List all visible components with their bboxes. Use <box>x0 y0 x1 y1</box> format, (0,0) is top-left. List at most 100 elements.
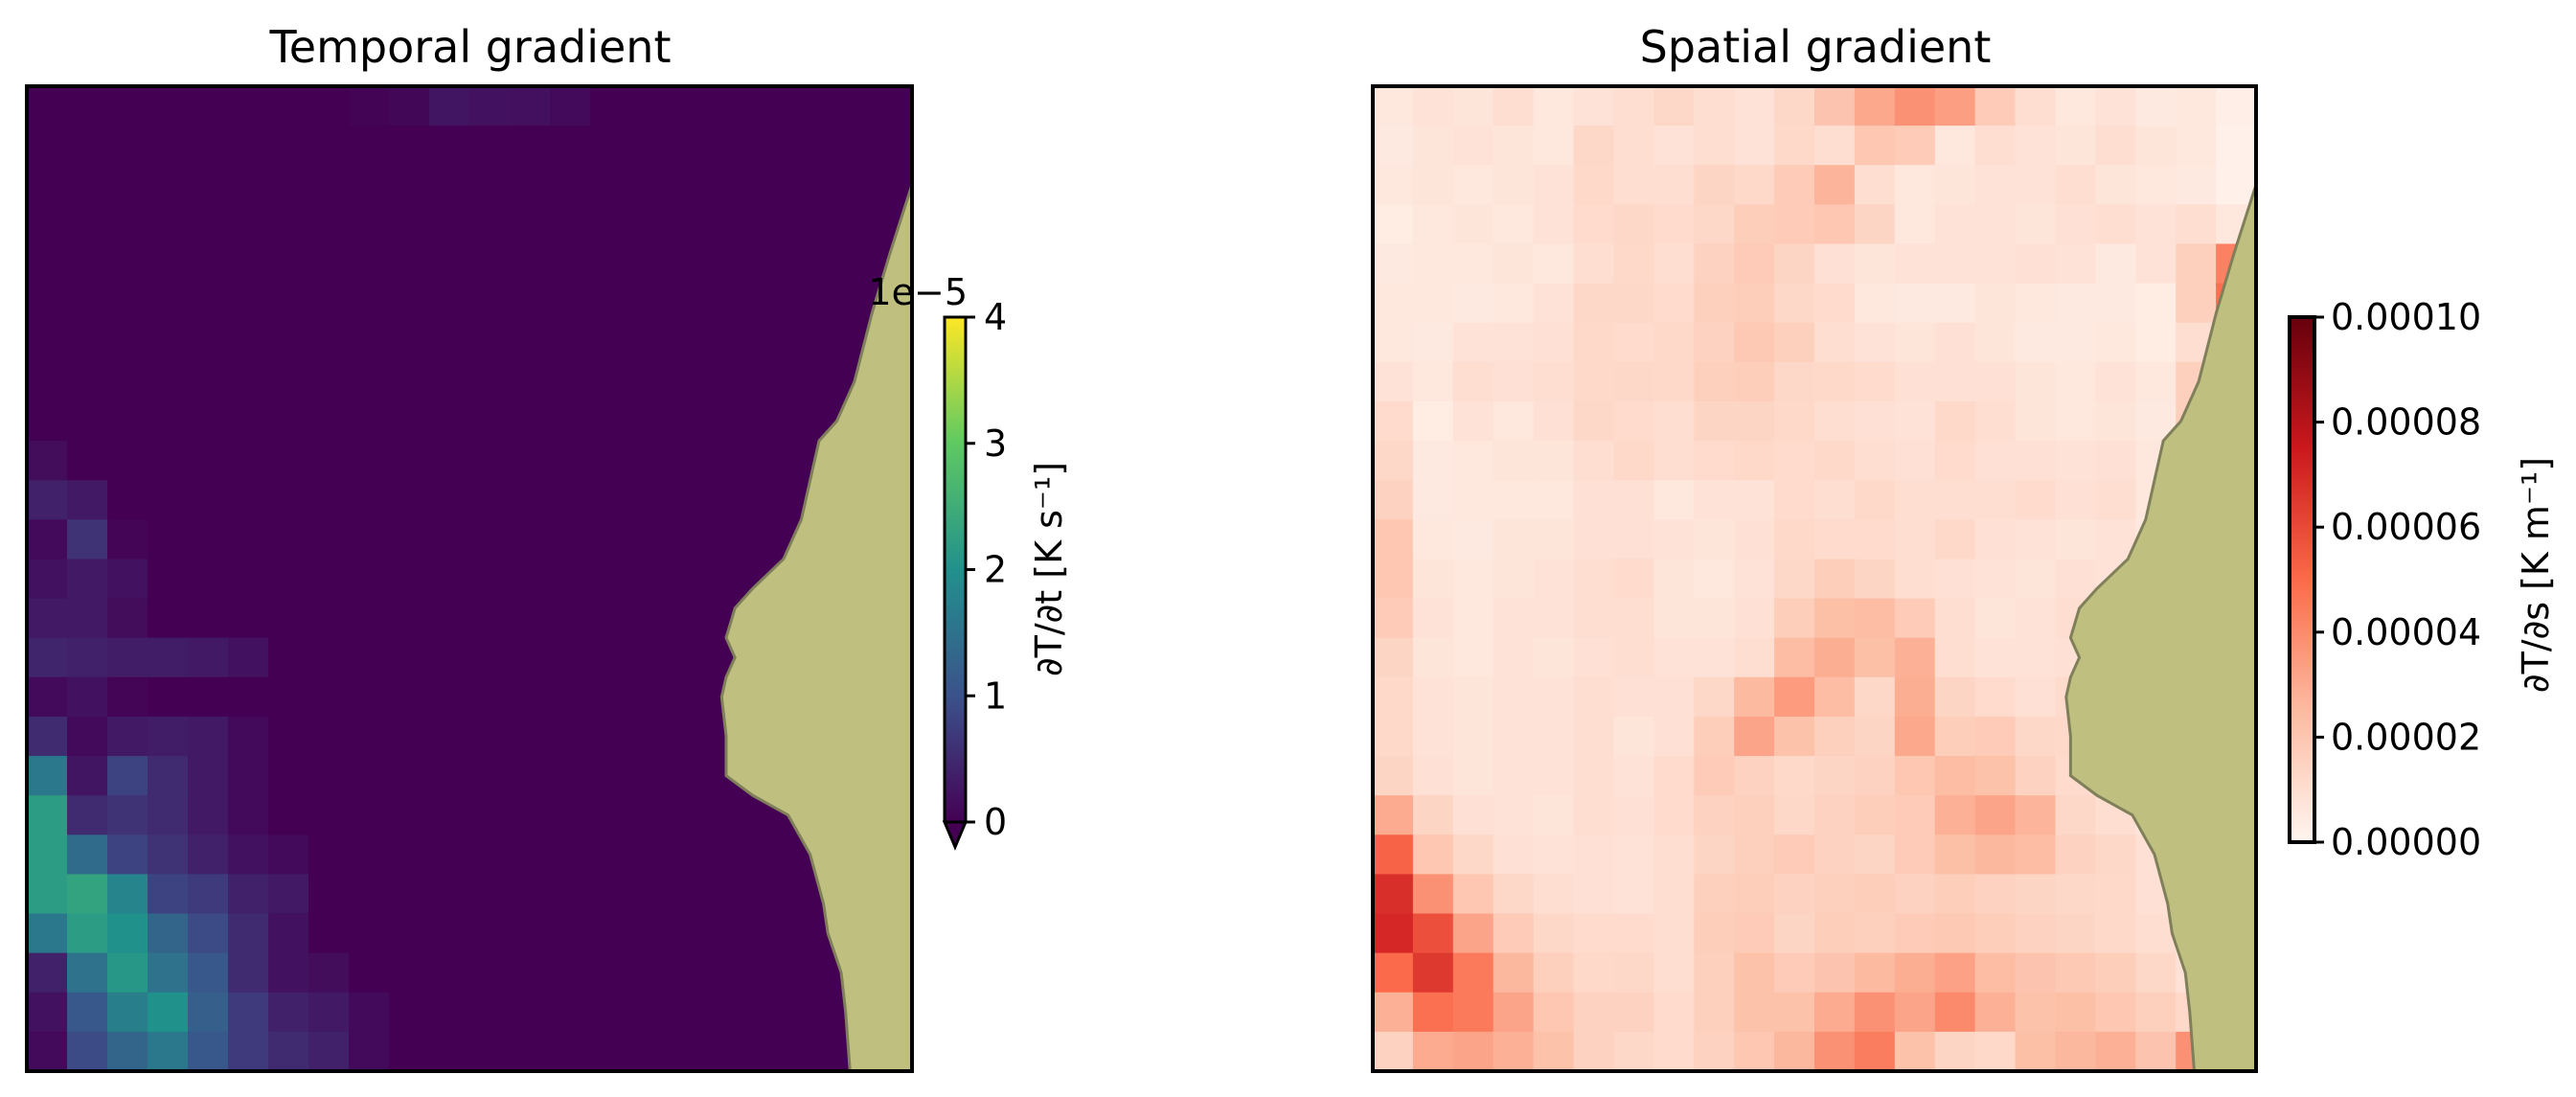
temporal-cell <box>228 795 269 835</box>
temporal-cell <box>711 165 752 205</box>
spatial-cell <box>1694 834 1735 875</box>
temporal-colorbar-tick-label: 0 <box>984 801 1007 843</box>
temporal-cell <box>630 952 672 994</box>
temporal-cell <box>148 952 189 994</box>
temporal-cell <box>308 1031 350 1072</box>
spatial-cell <box>1412 519 1454 560</box>
spatial-cell <box>1974 992 2017 1033</box>
temporal-cell <box>510 559 551 600</box>
temporal-cell <box>630 874 672 915</box>
temporal-cell <box>711 126 752 166</box>
spatial-cell <box>1934 126 1976 166</box>
spatial-cell <box>1734 283 1775 324</box>
spatial-cell <box>1734 519 1775 560</box>
spatial-cell <box>1493 992 1535 1033</box>
temporal-cell <box>751 480 792 520</box>
spatial-cell <box>1533 243 1575 285</box>
temporal-cell <box>349 1031 390 1072</box>
temporal-cell <box>308 204 350 245</box>
temporal-cell <box>228 361 269 402</box>
temporal-cell <box>67 874 108 915</box>
temporal-cell <box>590 716 631 757</box>
temporal-cell <box>308 480 350 520</box>
temporal-cell <box>590 676 631 718</box>
spatial-cell <box>1974 283 2017 324</box>
spatial-cell <box>1694 795 1735 835</box>
spatial-cell <box>1734 834 1775 875</box>
spatial-cell <box>1694 243 1735 285</box>
spatial-cell <box>2095 992 2136 1033</box>
temporal-cell <box>148 86 189 126</box>
temporal-cell <box>349 913 390 954</box>
temporal-cell <box>308 992 350 1033</box>
temporal-cell <box>107 716 148 757</box>
temporal-cell <box>188 874 229 915</box>
temporal-cell <box>389 795 430 835</box>
temporal-cell <box>550 86 591 126</box>
temporal-cell <box>349 441 390 481</box>
temporal-cell <box>429 400 470 442</box>
spatial-cell <box>1493 361 1535 402</box>
spatial-cell <box>1694 86 1735 126</box>
spatial-cell <box>2055 480 2096 520</box>
temporal-cell <box>751 243 792 285</box>
spatial-cell <box>1373 204 1414 245</box>
temporal-cell <box>711 874 752 915</box>
temporal-cell <box>389 86 430 126</box>
temporal-cell <box>268 1031 309 1072</box>
spatial-cell <box>1412 126 1454 166</box>
spatial-cell <box>1533 913 1575 954</box>
temporal-cell <box>510 519 551 560</box>
spatial-cell <box>1774 952 1815 994</box>
spatial-cell <box>2015 992 2057 1033</box>
spatial-cell <box>1573 480 1615 520</box>
temporal-cell <box>389 322 430 363</box>
temporal-cell <box>671 243 712 285</box>
spatial-cell <box>1573 874 1615 915</box>
spatial-cell <box>1774 992 1815 1033</box>
temporal-cell <box>349 519 390 560</box>
temporal-cell <box>349 86 390 126</box>
spatial-cell <box>2015 243 2057 285</box>
spatial-cell <box>1613 441 1654 481</box>
temporal-cell <box>268 204 309 245</box>
spatial-cell <box>1974 204 2017 245</box>
temporal-cell <box>228 519 269 560</box>
spatial-cell <box>2176 243 2217 285</box>
spatial-cell <box>1734 441 1775 481</box>
spatial-cell <box>1573 86 1615 126</box>
temporal-cell <box>148 716 189 757</box>
spatial-cell <box>2095 243 2136 285</box>
spatial-cell <box>1452 559 1494 600</box>
temporal-cell <box>671 716 712 757</box>
temporal-cell <box>550 676 591 718</box>
temporal-cell <box>228 283 269 324</box>
spatial-cell <box>1613 86 1654 126</box>
spatial-cell <box>1694 598 1735 639</box>
temporal-cell <box>148 874 189 915</box>
spatial-cell <box>1934 559 1976 600</box>
temporal-cell <box>751 165 792 205</box>
spatial-cell <box>1694 559 1735 600</box>
spatial-cell <box>1694 874 1735 915</box>
spatial-cell <box>1573 1031 1615 1072</box>
temporal-gradient-colorbar-offset-text: 1e−5 <box>868 271 968 313</box>
temporal-cell <box>429 598 470 639</box>
temporal-cell <box>429 676 470 718</box>
spatial-cell <box>1653 283 1695 324</box>
temporal-cell <box>148 480 189 520</box>
temporal-cell <box>268 165 309 205</box>
temporal-cell <box>510 676 551 718</box>
temporal-colorbar-tick-label: 3 <box>984 423 1007 465</box>
spatial-cell <box>1493 874 1535 915</box>
spatial-cell <box>2095 834 2136 875</box>
temporal-cell <box>268 322 309 363</box>
spatial-cell <box>1894 480 1936 520</box>
spatial-cell <box>1533 676 1575 718</box>
temporal-cell <box>510 1031 551 1072</box>
spatial-cell <box>1412 243 1454 285</box>
temporal-cell <box>671 834 712 875</box>
spatial-cell <box>1373 519 1414 560</box>
spatial-cell <box>1894 913 1936 954</box>
spatial-cell <box>1814 559 1856 600</box>
